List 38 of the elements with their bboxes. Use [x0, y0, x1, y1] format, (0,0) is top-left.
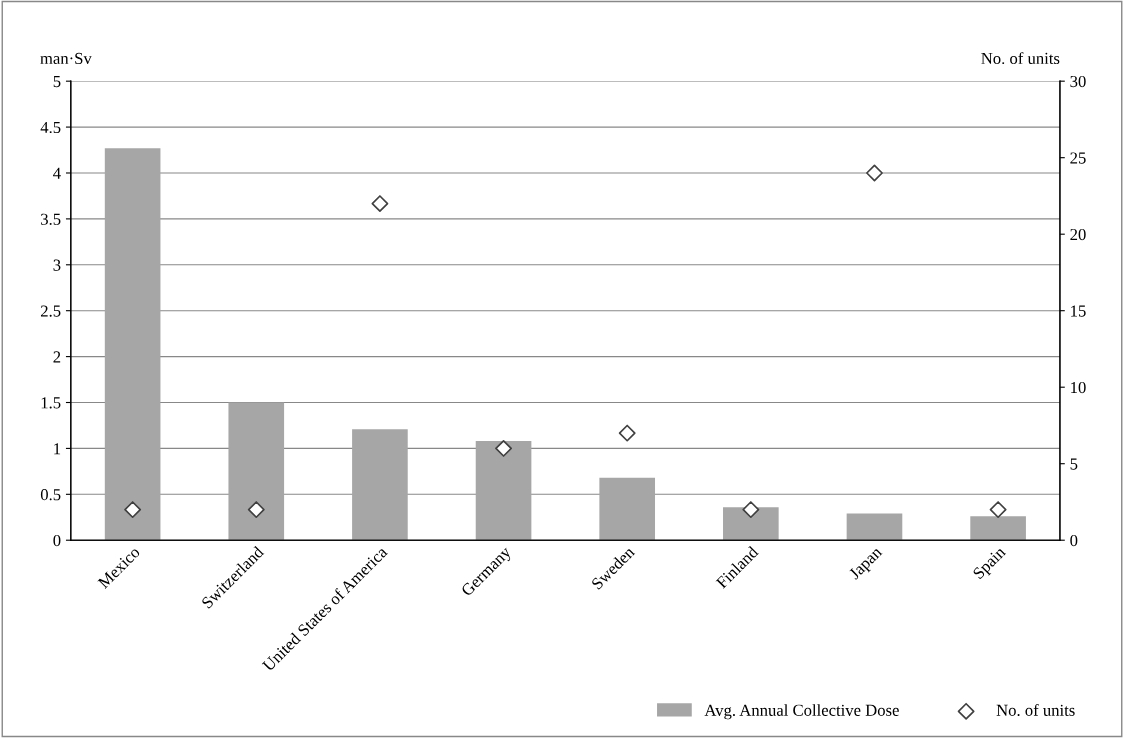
bar [723, 507, 779, 541]
y2-tick-label: 15 [1071, 305, 1086, 317]
y-tick-label: 4 [53, 167, 61, 179]
point [742, 501, 760, 519]
bar [970, 516, 1026, 541]
y2-tick-label: 10 [1071, 381, 1086, 394]
bar [228, 402, 285, 541]
y-tick-label: 0.5 [40, 489, 61, 501]
y-tick-label: 2.5 [40, 305, 61, 317]
point [371, 195, 389, 213]
bar [104, 148, 161, 541]
y2-tick-label: 0 [1070, 534, 1078, 547]
y-axis-title: man·Sv [40, 52, 92, 65]
point [866, 164, 883, 182]
bar [846, 513, 903, 541]
point [989, 501, 1007, 519]
y2-tick-label: 20 [1070, 228, 1086, 241]
y-tick-label: 0 [53, 534, 61, 547]
y-tick-label: 3 [53, 259, 61, 271]
y-tick-label: 5 [53, 76, 61, 88]
y-tick-label: 3.5 [41, 213, 61, 225]
bar [475, 441, 532, 541]
bar [352, 429, 408, 541]
y-tick-label: 4.5 [40, 121, 61, 134]
point [495, 439, 512, 457]
bar [599, 477, 656, 541]
legend-label: No. of units [996, 703, 1075, 716]
y2-tick-label: 5 [1070, 458, 1078, 470]
y-tick-label: 2 [53, 351, 61, 363]
y2-tick-label: 25 [1070, 152, 1086, 164]
y-tick-label: 1.5 [41, 397, 61, 409]
y2-tick-label: 30 [1070, 75, 1086, 88]
point [247, 501, 265, 519]
y-tick-label: 1 [54, 443, 61, 455]
point [618, 424, 636, 442]
y2-axis-title: No. of units [981, 52, 1060, 65]
point [124, 501, 142, 519]
legend-label: Avg. Annual Collective Dose [704, 704, 899, 720]
